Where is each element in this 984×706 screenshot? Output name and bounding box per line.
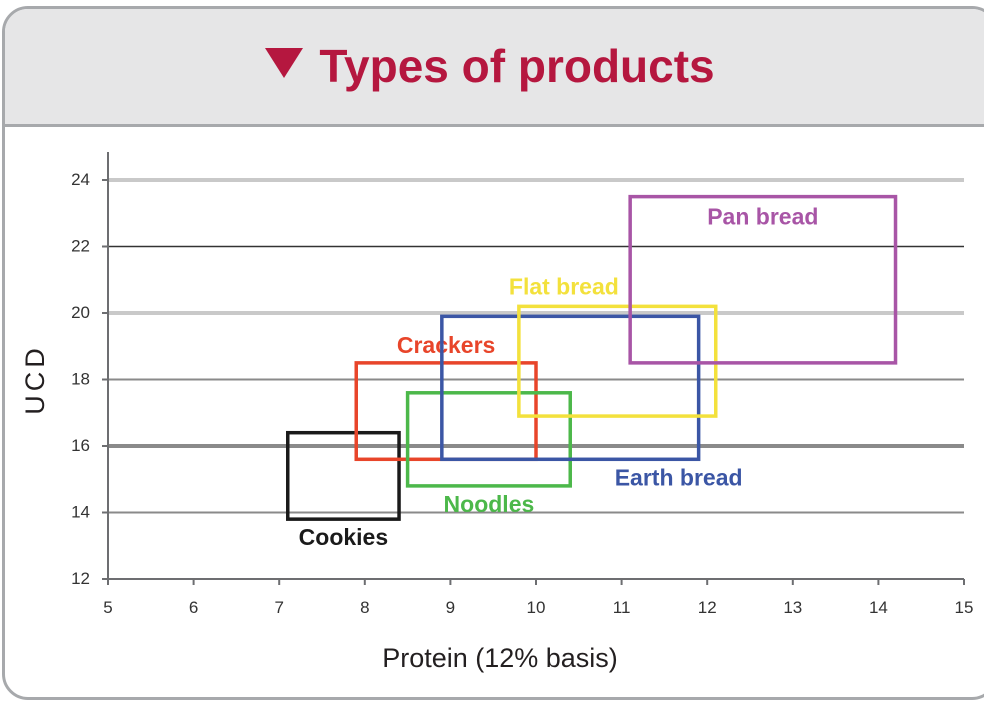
label-noodles: Noodles (444, 491, 535, 517)
y-tick-label-14: 14 (71, 503, 90, 522)
label-pan-bread: Pan bread (707, 204, 818, 230)
box-pan-bread (628, 194, 898, 365)
label-crackers: Crackers (397, 332, 495, 358)
panel-title: Types of products (5, 39, 975, 93)
x-tick-label-14: 14 (869, 598, 888, 617)
x-tick-label-12: 12 (698, 598, 717, 617)
triangle-down-icon (265, 48, 304, 78)
y-tick-label-24: 24 (71, 170, 90, 189)
label-cookies: Cookies (299, 524, 388, 550)
label-earth-bread: Earth bread (615, 464, 743, 490)
y-tick-label-22: 22 (71, 237, 90, 256)
label-flat-bread: Flat bread (509, 273, 619, 299)
box-earth-bread (440, 314, 701, 462)
panel-header: Types of products (5, 9, 984, 127)
x-tick-label-8: 8 (360, 598, 369, 617)
x-tick-label-7: 7 (274, 598, 283, 617)
chart-panel: Types of products (2, 6, 984, 700)
y-tick-label-20: 20 (71, 303, 90, 322)
x-tick-label-9: 9 (446, 598, 455, 617)
x-ticks: 5 6 7 8 9 10 11 12 13 14 15 (103, 579, 973, 617)
y-ticks: 12 14 16 18 20 22 24 (71, 170, 108, 588)
box-cookies (286, 430, 401, 521)
box-noodles (405, 391, 572, 488)
x-tick-label-6: 6 (189, 598, 198, 617)
x-tick-label-5: 5 (103, 598, 112, 617)
panel-title-text: Types of products (319, 40, 715, 92)
x-tick-label-13: 13 (783, 598, 802, 617)
y-tick-label-16: 16 (71, 436, 90, 455)
x-tick-label-11: 11 (613, 598, 631, 617)
y-tick-label-12: 12 (71, 569, 90, 588)
product-boxes: Cookies Crackers Noodles Earth bread Flat br… (286, 194, 898, 550)
x-axis-label: Protein (12% basis) (382, 643, 618, 673)
y-tick-label-18: 18 (71, 370, 90, 389)
x-tick-label-15: 15 (955, 598, 974, 617)
y-axis-label: UCD (20, 344, 50, 415)
x-tick-label-10: 10 (527, 598, 546, 617)
gridlines (108, 178, 964, 514)
